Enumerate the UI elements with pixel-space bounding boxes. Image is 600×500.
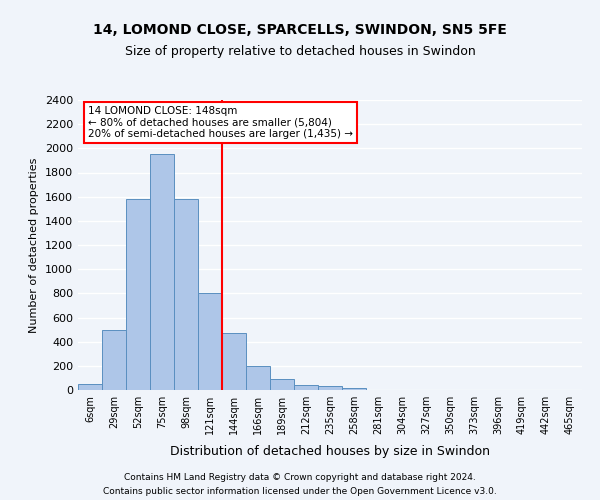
Bar xyxy=(126,199,150,390)
Bar xyxy=(294,385,318,390)
Bar xyxy=(150,154,174,390)
Y-axis label: Number of detached properties: Number of detached properties xyxy=(29,158,40,332)
X-axis label: Distribution of detached houses by size in Swindon: Distribution of detached houses by size … xyxy=(170,446,490,458)
Bar xyxy=(270,379,294,390)
Text: 14 LOMOND CLOSE: 148sqm
← 80% of detached houses are smaller (5,804)
20% of semi: 14 LOMOND CLOSE: 148sqm ← 80% of detache… xyxy=(88,106,353,139)
Text: Size of property relative to detached houses in Swindon: Size of property relative to detached ho… xyxy=(125,44,475,58)
Bar xyxy=(174,199,198,390)
Bar xyxy=(246,366,270,390)
Bar xyxy=(318,386,342,390)
Bar xyxy=(78,384,102,390)
Text: Contains HM Land Registry data © Crown copyright and database right 2024.: Contains HM Land Registry data © Crown c… xyxy=(124,474,476,482)
Text: 14, LOMOND CLOSE, SPARCELLS, SWINDON, SN5 5FE: 14, LOMOND CLOSE, SPARCELLS, SWINDON, SN… xyxy=(93,24,507,38)
Text: Contains public sector information licensed under the Open Government Licence v3: Contains public sector information licen… xyxy=(103,487,497,496)
Bar xyxy=(102,330,126,390)
Bar xyxy=(222,333,246,390)
Bar xyxy=(198,294,222,390)
Bar xyxy=(342,388,366,390)
